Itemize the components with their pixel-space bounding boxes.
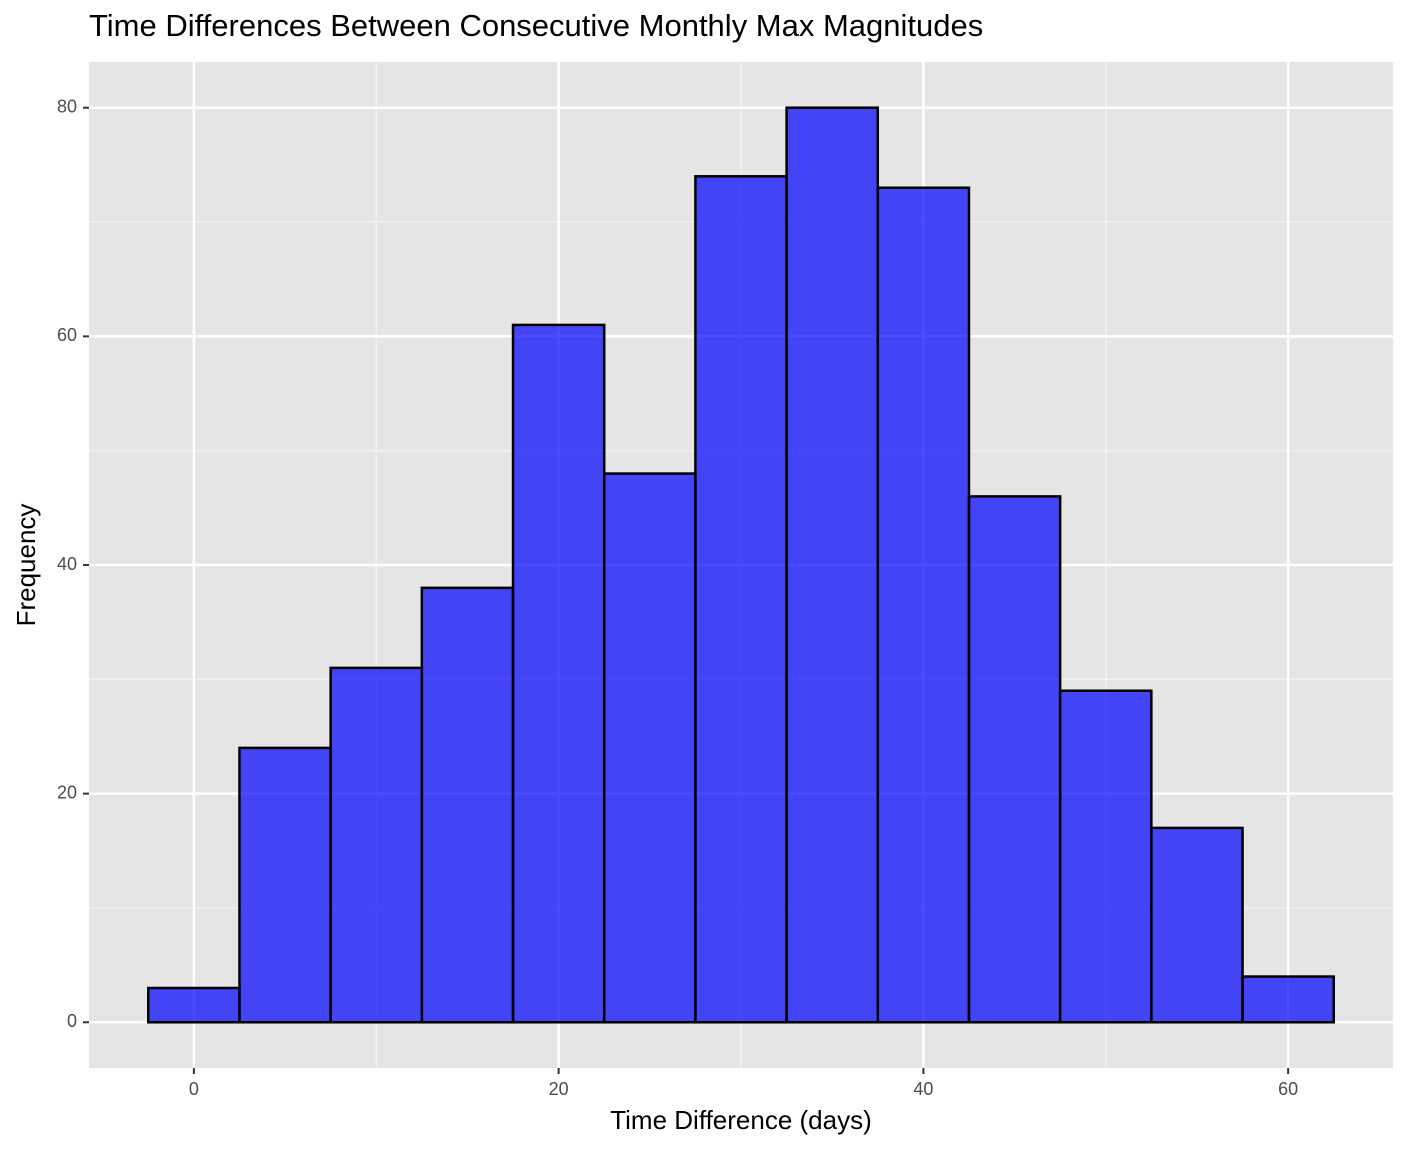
- bar: [329, 666, 424, 1024]
- bar: [1241, 975, 1335, 1024]
- bar: [694, 175, 788, 1024]
- bar: [785, 106, 880, 1024]
- y-tick-label: 20: [57, 782, 77, 802]
- bar: [1150, 826, 1244, 1024]
- bar: [967, 495, 1062, 1024]
- x-tick-label: 0: [189, 1079, 199, 1099]
- y-tick-label: 80: [57, 96, 77, 116]
- y-tick-label: 0: [67, 1011, 77, 1031]
- y-axis-title: Frequency: [11, 504, 41, 627]
- bar: [602, 472, 697, 1024]
- bar: [511, 323, 606, 1024]
- x-tick-label: 20: [549, 1079, 569, 1099]
- y-tick-label: 40: [57, 554, 77, 574]
- chart-title: Time Differences Between Consecutive Mon…: [89, 8, 983, 43]
- x-tick-label: 40: [913, 1079, 933, 1099]
- bar: [1058, 689, 1153, 1024]
- bar: [147, 986, 241, 1024]
- x-tick-label: 60: [1278, 1079, 1298, 1099]
- bar: [420, 586, 515, 1024]
- x-axis-title: Time Difference (days): [610, 1105, 872, 1135]
- y-tick-label: 60: [57, 325, 77, 345]
- bar: [876, 186, 971, 1024]
- bar: [238, 746, 332, 1024]
